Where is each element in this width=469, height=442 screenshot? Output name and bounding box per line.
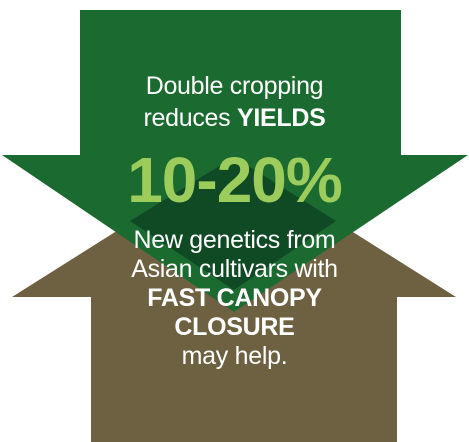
down-arrow-caption: Double cropping reduces YIELDS xyxy=(0,70,469,134)
caption-closure: CLOSURE xyxy=(174,313,295,341)
caption-line-may-help: may help. xyxy=(181,342,288,370)
caption-reduces-text: reduces xyxy=(143,104,237,132)
arrow-overlap-shape xyxy=(130,157,336,290)
up-arrow-caption: New genetics from Asian cultivars with F… xyxy=(0,226,469,371)
caption-line-double-cropping: Double cropping xyxy=(145,72,324,100)
caption-yields-text: YIELDS xyxy=(237,104,326,132)
caption-line-reduces-yields: reduces YIELDS xyxy=(0,102,469,134)
caption-fast-canopy: FAST CANOPY xyxy=(147,284,322,312)
caption-line-new-genetics: New genetics from xyxy=(133,226,336,254)
caption-line-asian-cultivars: Asian cultivars with xyxy=(131,255,338,283)
yield-reduction-figure: 10-20% xyxy=(127,144,343,216)
